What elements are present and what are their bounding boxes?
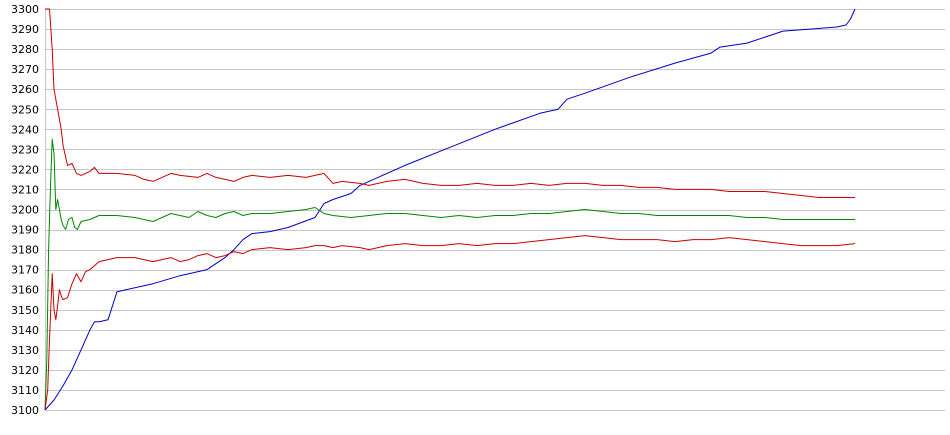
gridlines bbox=[45, 9, 945, 411]
series-lines bbox=[44, 8, 856, 411]
y-tick-label: 3260 bbox=[11, 83, 39, 96]
y-tick-label: 3200 bbox=[11, 204, 39, 217]
y-tick-label: 3120 bbox=[11, 364, 39, 377]
y-tick-label: 3240 bbox=[11, 123, 39, 136]
y-tick-label: 3210 bbox=[11, 183, 39, 196]
series-line-2 bbox=[45, 8, 855, 198]
y-tick-label: 3130 bbox=[11, 344, 39, 357]
y-tick-label: 3170 bbox=[11, 264, 39, 277]
y-tick-label: 3280 bbox=[11, 43, 39, 56]
series-line-4 bbox=[44, 235, 856, 411]
series-line-3 bbox=[44, 138, 855, 411]
y-tick-label: 3180 bbox=[11, 244, 39, 257]
y-tick-label: 3270 bbox=[11, 63, 39, 76]
y-tick-label: 3150 bbox=[11, 304, 39, 317]
y-tick-labels: 3100 3110 3120 3130 3140 3150 3160 3170 3180 3190… bbox=[11, 3, 39, 417]
y-tick-label: 3230 bbox=[11, 143, 39, 156]
y-tick-label: 3290 bbox=[11, 23, 39, 36]
y-tick-label: 3300 bbox=[11, 3, 39, 16]
y-tick-label: 3100 bbox=[11, 404, 39, 417]
y-tick-label: 3140 bbox=[11, 324, 39, 337]
y-tick-label: 3110 bbox=[11, 384, 39, 397]
y-tick-label: 3160 bbox=[11, 284, 39, 297]
y-tick-label: 3220 bbox=[11, 163, 39, 176]
y-tick-label: 3190 bbox=[11, 224, 39, 237]
y-tick-label: 3250 bbox=[11, 103, 39, 116]
series-line-1 bbox=[44, 8, 856, 411]
